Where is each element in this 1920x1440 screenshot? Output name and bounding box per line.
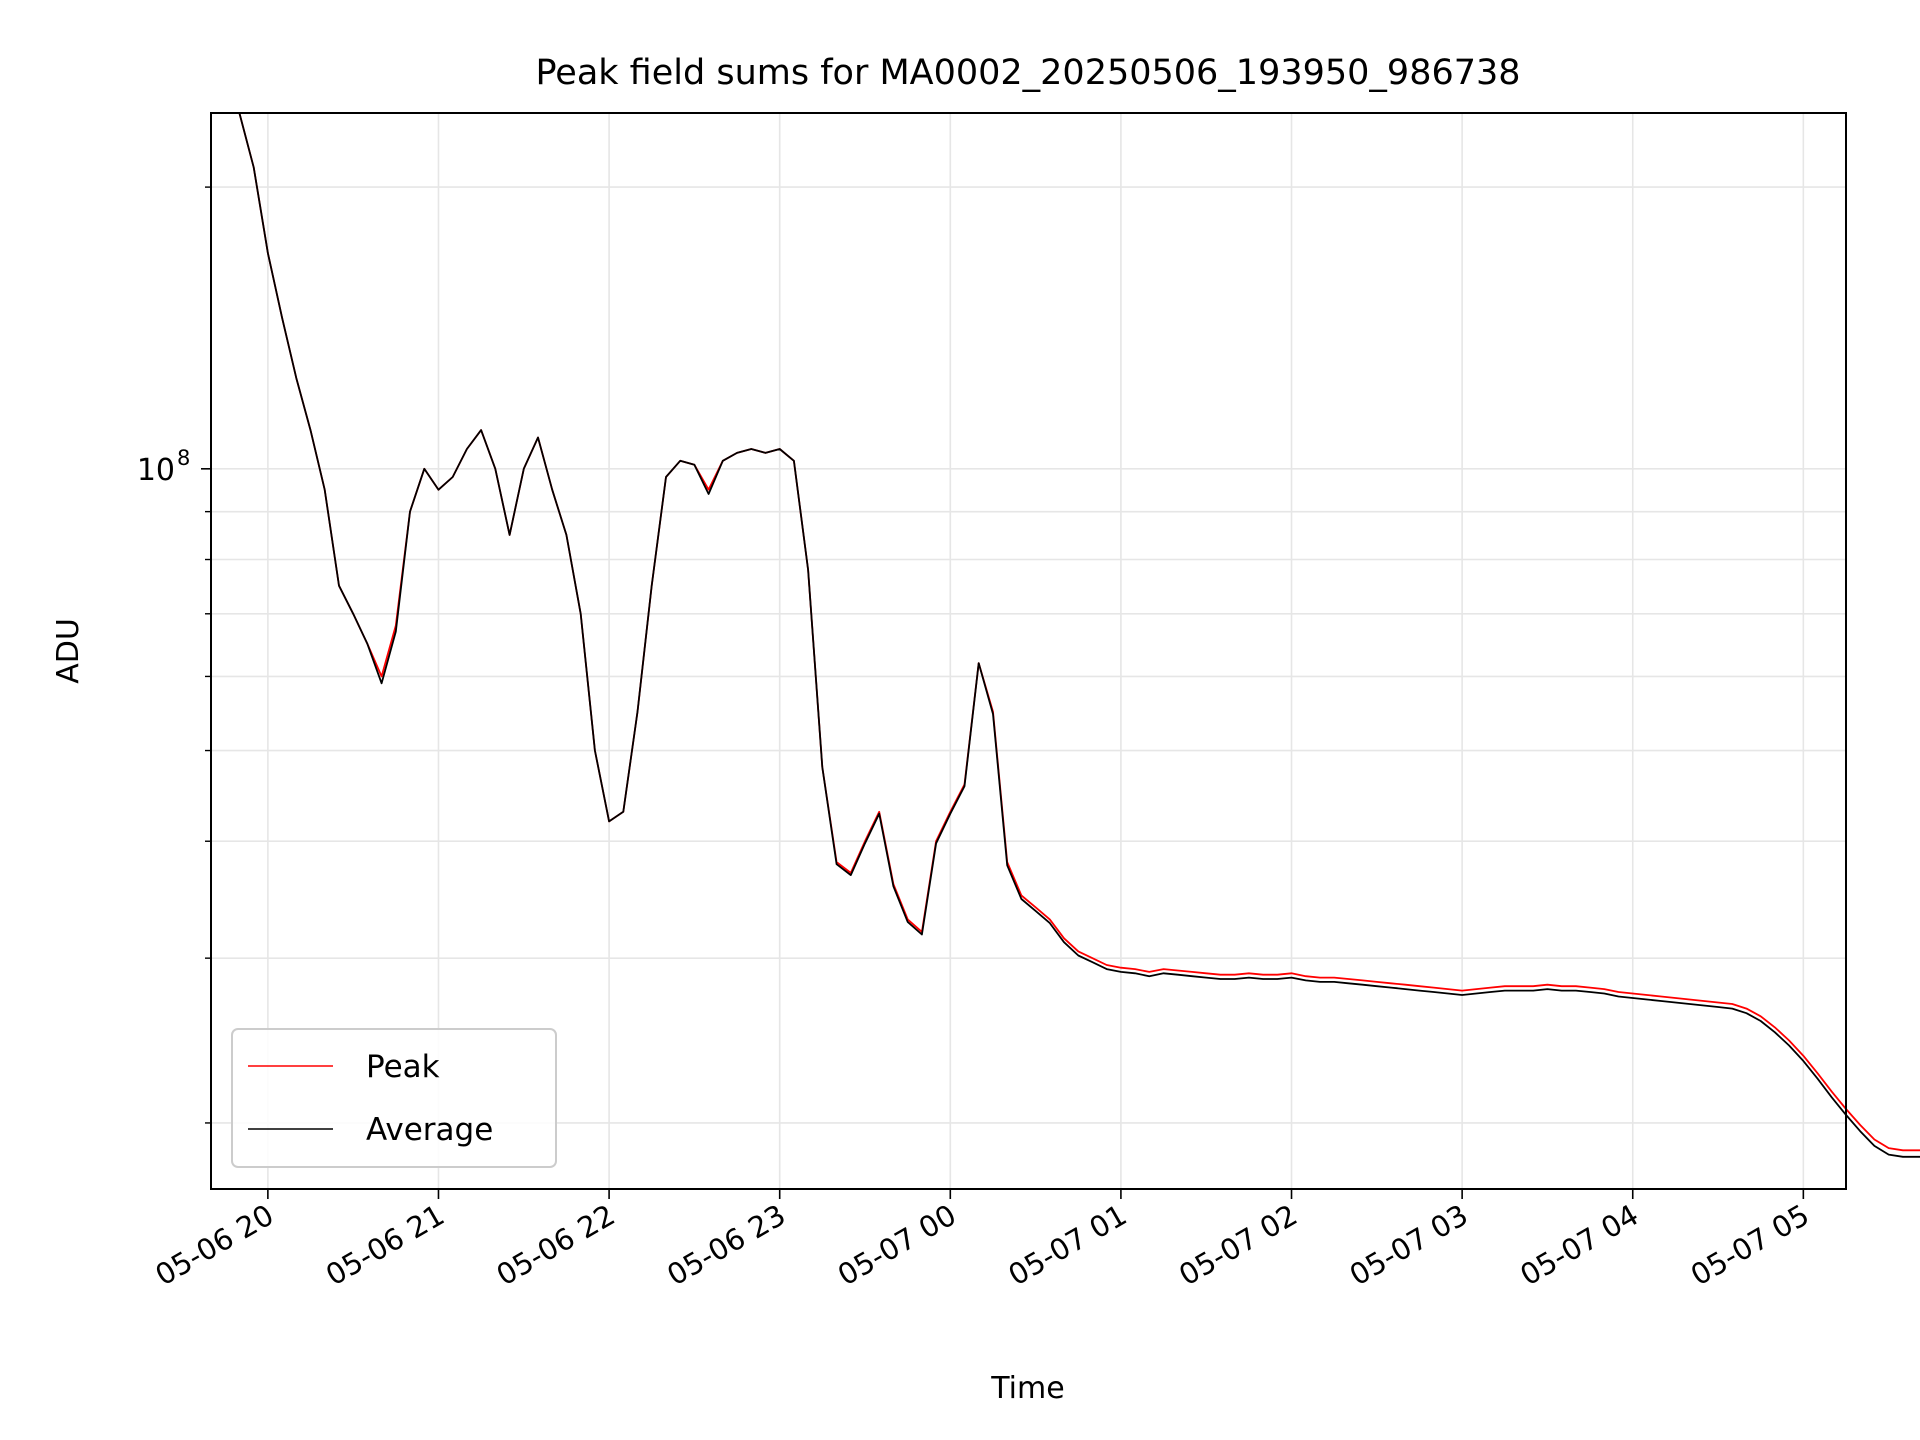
y-axis-label: ADU bbox=[51, 618, 86, 684]
legend-label-average: Average bbox=[366, 1112, 493, 1148]
plot-frame bbox=[210, 112, 1847, 1190]
legend-box bbox=[231, 1028, 557, 1168]
chart-title: Peak field sums for MA0002_20250506_1939… bbox=[535, 53, 1520, 93]
y-tick-label: 10 bbox=[137, 453, 175, 488]
y-axis: 10 8 bbox=[137, 186, 211, 1124]
series-lines bbox=[211, 112, 1920, 1158]
series-line-average bbox=[211, 112, 1920, 1158]
legend: Peak Average bbox=[231, 1028, 557, 1168]
x-axis-label: Time bbox=[990, 1371, 1064, 1406]
legend-label-peak: Peak bbox=[366, 1049, 440, 1085]
y-tick-label-exponent: 8 bbox=[177, 446, 190, 470]
grid bbox=[211, 113, 1846, 1189]
